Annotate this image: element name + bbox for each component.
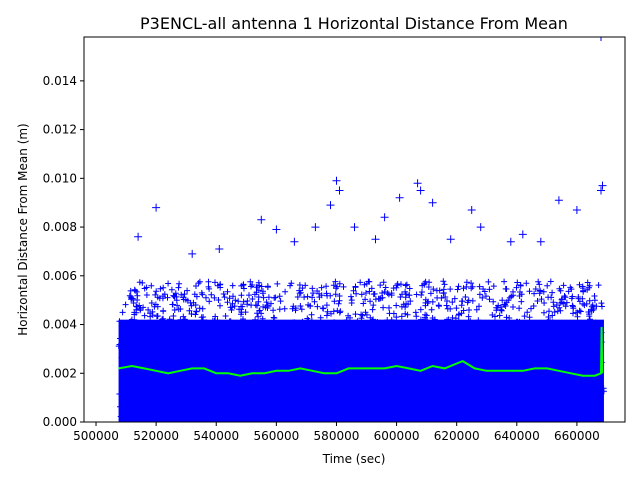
scatter-point <box>188 249 197 258</box>
y-axis-title: Horizontal Distance From Mean (m) <box>16 123 30 335</box>
scatter-point <box>257 215 266 224</box>
scatter-point <box>597 186 605 195</box>
scatter-point <box>326 201 335 210</box>
scatter-point <box>506 237 515 246</box>
y-tick-label: 0.008 <box>43 220 77 234</box>
y-tick-label: 0.002 <box>43 366 77 380</box>
scatter-point <box>446 235 455 244</box>
scatter-point <box>413 179 422 188</box>
x-tick-label: 600000 <box>374 429 420 443</box>
scatter-point <box>416 186 425 195</box>
mean-line <box>118 326 604 377</box>
scatter-series <box>115 37 607 422</box>
x-tick-label: 580000 <box>314 429 360 443</box>
y-tick-label: 0.014 <box>43 74 77 88</box>
scatter-point <box>134 232 143 241</box>
scatter-point <box>598 181 607 190</box>
y-tick-label: 0.000 <box>43 415 77 429</box>
scatter-point <box>467 206 476 214</box>
y-tick-label: 0.004 <box>43 318 77 332</box>
y-tick-label: 0.010 <box>43 171 77 185</box>
scatter-point <box>152 203 161 212</box>
y-tick-label: 0.006 <box>43 269 77 283</box>
x-axis-title: Time (sec) <box>322 452 386 466</box>
scatter-point <box>380 213 389 222</box>
scatter-point <box>335 186 344 195</box>
scatter-point <box>215 245 224 253</box>
x-axis: 500000 520000 540000 560000 580000 600000 6200… <box>73 422 600 443</box>
x-tick-label: 660000 <box>554 429 600 443</box>
scatter-point <box>476 223 485 232</box>
scatter-point <box>428 198 437 207</box>
plot-frame <box>83 36 626 423</box>
scatter-point <box>572 206 581 214</box>
x-tick-label: 540000 <box>193 429 239 443</box>
scatter-point <box>554 196 563 205</box>
scatter-core <box>118 319 604 422</box>
x-tick-label: 640000 <box>494 429 540 443</box>
x-tick-label: 500000 <box>73 429 119 443</box>
scatter-point <box>597 37 605 41</box>
scatter-point <box>272 225 281 234</box>
scatter-point <box>332 176 341 185</box>
scatter-point <box>290 237 299 246</box>
scatter-point <box>536 237 545 246</box>
y-axis: 0.000 0.002 0.004 0.006 0.008 0.010 0.012 0.014 <box>43 74 84 429</box>
scatter-point <box>371 235 380 244</box>
x-tick-label: 560000 <box>253 429 299 443</box>
x-tick-label: 620000 <box>434 429 480 443</box>
chart-title: P3ENCL-all antenna 1 Horizontal Distance… <box>140 14 568 33</box>
scatter-point <box>518 230 527 239</box>
scatter-point <box>395 193 404 202</box>
y-tick-label: 0.012 <box>43 123 77 137</box>
plot-area <box>115 37 607 422</box>
x-tick-label: 520000 <box>133 429 179 443</box>
scatter-point <box>311 223 320 232</box>
scatter-point <box>350 223 359 232</box>
